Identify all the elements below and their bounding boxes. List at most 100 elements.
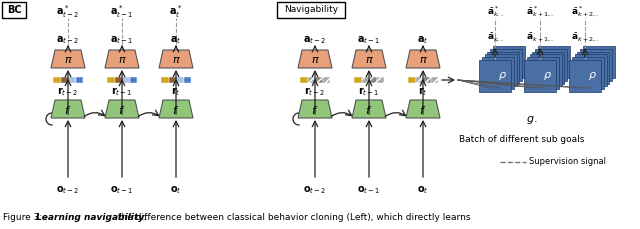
Bar xyxy=(122,77,129,83)
Bar xyxy=(376,77,384,83)
Bar xyxy=(354,77,362,83)
Bar xyxy=(161,77,168,83)
Text: $\bar{\mathbf{a}}_{k+2,.}$: $\bar{\mathbf{a}}_{k+2,.}$ xyxy=(571,32,599,44)
Text: $\mathbf{a}^*_{t-1}$: $\mathbf{a}^*_{t-1}$ xyxy=(110,4,134,20)
Text: $\mathbf{r}_{t-2}$: $\mathbf{r}_{t-2}$ xyxy=(57,86,79,98)
Text: $f$: $f$ xyxy=(65,104,72,116)
Text: $f$: $f$ xyxy=(365,104,372,116)
Bar xyxy=(369,77,376,83)
Text: $f$: $f$ xyxy=(118,104,125,116)
Text: $\pi$: $\pi$ xyxy=(118,55,127,65)
FancyBboxPatch shape xyxy=(575,55,607,86)
Text: Batch of different sub goals: Batch of different sub goals xyxy=(460,136,585,144)
Bar xyxy=(184,77,191,83)
FancyBboxPatch shape xyxy=(490,49,522,81)
Bar xyxy=(362,77,369,83)
Text: $\mathbf{a}_{t-1}$: $\mathbf{a}_{t-1}$ xyxy=(110,34,134,46)
Text: $f$: $f$ xyxy=(419,104,427,116)
Text: $\pi$: $\pi$ xyxy=(310,55,319,65)
Text: $\bar{\mathbf{a}}^*_{k,.}$: $\bar{\mathbf{a}}^*_{k,.}$ xyxy=(487,5,503,19)
Text: $\pi$: $\pi$ xyxy=(365,55,373,65)
FancyBboxPatch shape xyxy=(535,49,567,81)
FancyBboxPatch shape xyxy=(577,52,609,84)
Text: $\pi$: $\pi$ xyxy=(63,55,72,65)
Text: $\pi$: $\pi$ xyxy=(419,55,428,65)
Bar xyxy=(53,77,61,83)
FancyBboxPatch shape xyxy=(482,57,514,89)
Bar xyxy=(168,77,176,83)
FancyBboxPatch shape xyxy=(527,57,559,89)
Text: $\mathbf{a}^*_{t-2}$: $\mathbf{a}^*_{t-2}$ xyxy=(56,4,79,20)
Text: $\mathbf{o}_{t-1}$: $\mathbf{o}_{t-1}$ xyxy=(110,184,134,196)
Text: $\mathbf{r}_{t-2}$: $\mathbf{r}_{t-2}$ xyxy=(304,86,326,98)
Bar xyxy=(68,77,76,83)
Text: Supervision signal: Supervision signal xyxy=(529,158,606,166)
Text: Figure 3:: Figure 3: xyxy=(3,213,45,223)
Text: BC: BC xyxy=(6,5,21,15)
Bar xyxy=(61,77,68,83)
Bar xyxy=(129,77,137,83)
Text: $\mathbf{o}_{t-1}$: $\mathbf{o}_{t-1}$ xyxy=(357,184,381,196)
Bar xyxy=(307,77,315,83)
Bar xyxy=(76,77,83,83)
Text: the difference between classical behavior cloning (Left), which directly learns: the difference between classical behavio… xyxy=(115,213,470,223)
Polygon shape xyxy=(159,100,193,118)
Text: $\bar{\mathbf{a}}^*_{k+2,.}$: $\bar{\mathbf{a}}^*_{k+2,.}$ xyxy=(571,5,599,19)
FancyBboxPatch shape xyxy=(277,2,345,18)
Polygon shape xyxy=(352,100,386,118)
FancyBboxPatch shape xyxy=(580,49,612,81)
Bar xyxy=(300,77,307,83)
Polygon shape xyxy=(298,100,332,118)
Text: $\rho$: $\rho$ xyxy=(497,70,506,82)
Text: $\mathbf{a}_{t-2}$: $\mathbf{a}_{t-2}$ xyxy=(56,34,79,46)
FancyBboxPatch shape xyxy=(572,57,604,89)
Polygon shape xyxy=(105,100,139,118)
Text: $\mathbf{a}_{t-1}$: $\mathbf{a}_{t-1}$ xyxy=(357,34,381,46)
Text: Learning navigability:: Learning navigability: xyxy=(36,213,148,223)
FancyBboxPatch shape xyxy=(479,60,511,92)
Polygon shape xyxy=(105,50,139,68)
Text: $\mathbf{o}_{t-2}$: $\mathbf{o}_{t-2}$ xyxy=(303,184,326,196)
Bar xyxy=(115,77,122,83)
Text: $g.$: $g.$ xyxy=(526,114,538,126)
FancyBboxPatch shape xyxy=(524,60,556,92)
FancyBboxPatch shape xyxy=(569,60,601,92)
Text: $\rho$: $\rho$ xyxy=(543,70,552,82)
Text: $\mathbf{r}_t$: $\mathbf{r}_t$ xyxy=(171,86,181,98)
Text: $\mathbf{a}^*_t$: $\mathbf{a}^*_t$ xyxy=(170,4,182,20)
Polygon shape xyxy=(159,50,193,68)
Text: $\mathbf{o}_{t-2}$: $\mathbf{o}_{t-2}$ xyxy=(56,184,80,196)
Text: $\bar{\mathbf{a}}^*_{k+1,.}$: $\bar{\mathbf{a}}^*_{k+1,.}$ xyxy=(526,5,554,19)
Text: $\mathbf{a}_t$: $\mathbf{a}_t$ xyxy=(170,34,182,46)
FancyBboxPatch shape xyxy=(484,55,516,86)
Text: $\mathbf{r}_{t-1}$: $\mathbf{r}_{t-1}$ xyxy=(358,86,380,98)
Text: $\mathbf{r}_t$: $\mathbf{r}_t$ xyxy=(418,86,428,98)
Text: $\mathbf{a}_{t-2}$: $\mathbf{a}_{t-2}$ xyxy=(303,34,326,46)
FancyBboxPatch shape xyxy=(2,2,26,18)
Polygon shape xyxy=(352,50,386,68)
Bar xyxy=(415,77,423,83)
Polygon shape xyxy=(406,100,440,118)
Text: $\mathbf{r}_{t-1}$: $\mathbf{r}_{t-1}$ xyxy=(111,86,132,98)
Bar xyxy=(408,77,415,83)
Bar xyxy=(107,77,115,83)
FancyBboxPatch shape xyxy=(493,46,525,78)
FancyBboxPatch shape xyxy=(583,46,615,78)
Bar xyxy=(315,77,323,83)
Text: $f$: $f$ xyxy=(172,104,180,116)
Bar xyxy=(423,77,431,83)
Polygon shape xyxy=(51,50,85,68)
Polygon shape xyxy=(406,50,440,68)
FancyBboxPatch shape xyxy=(530,55,562,86)
FancyBboxPatch shape xyxy=(538,46,570,78)
Bar xyxy=(176,77,184,83)
Text: $\bar{\mathbf{a}}_{k+1,.}$: $\bar{\mathbf{a}}_{k+1,.}$ xyxy=(526,32,554,44)
Text: $\mathbf{o}_t$: $\mathbf{o}_t$ xyxy=(417,184,429,196)
Text: $\mathbf{o}_t$: $\mathbf{o}_t$ xyxy=(170,184,182,196)
Text: Navigability: Navigability xyxy=(284,5,338,14)
Text: $f$: $f$ xyxy=(311,104,319,116)
Bar xyxy=(323,77,330,83)
Text: $\bar{\mathbf{a}}_{k,.}$: $\bar{\mathbf{a}}_{k,.}$ xyxy=(487,32,503,44)
Text: $\pi$: $\pi$ xyxy=(172,55,180,65)
FancyBboxPatch shape xyxy=(532,52,564,84)
